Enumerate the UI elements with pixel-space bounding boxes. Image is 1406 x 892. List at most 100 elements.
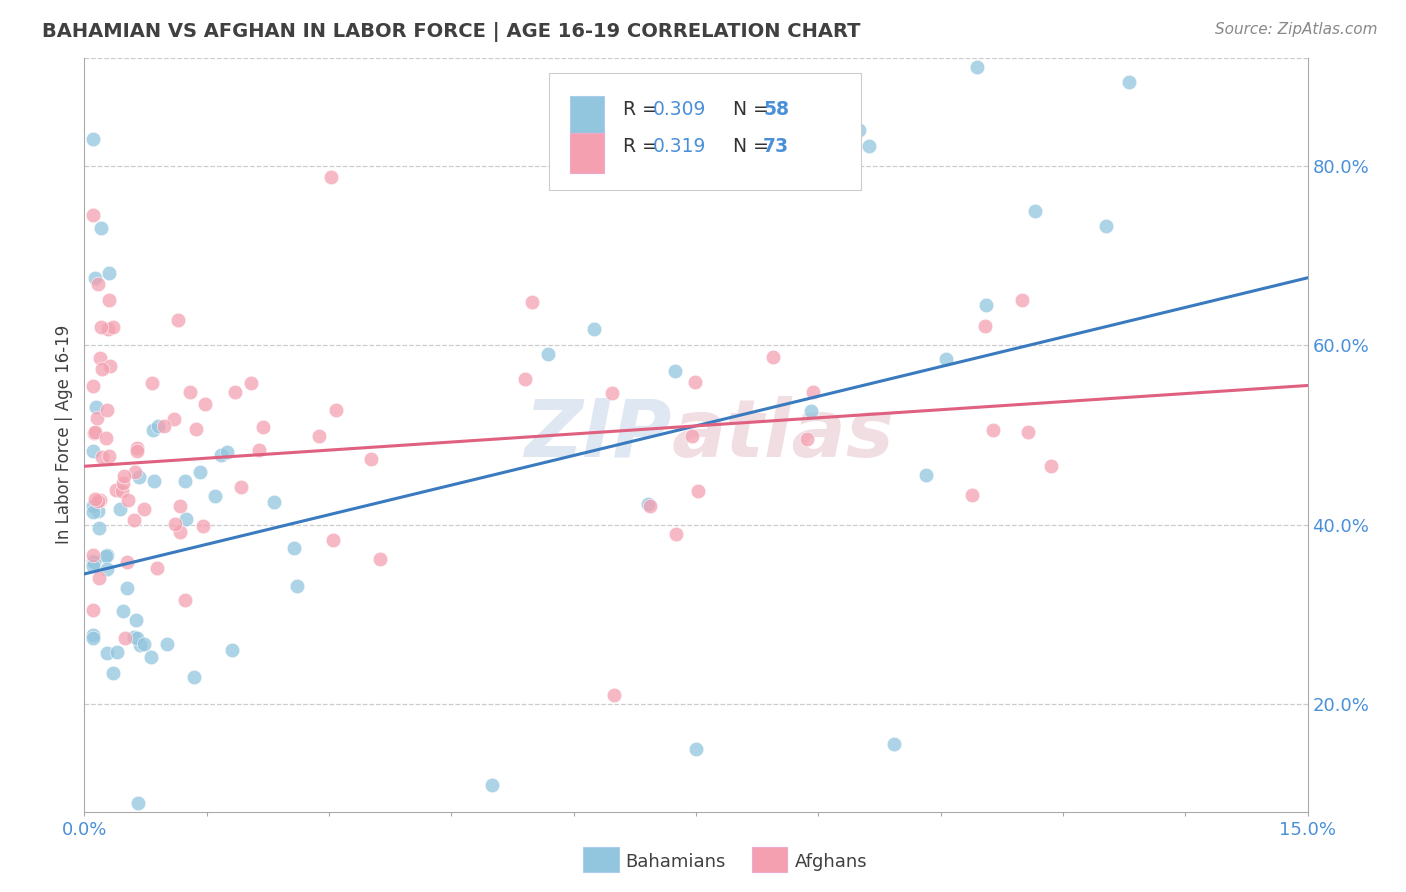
Point xyxy=(285,579,308,593)
Point xyxy=(974,298,997,312)
Point xyxy=(325,402,347,417)
Text: 58: 58 xyxy=(763,100,789,119)
Point xyxy=(582,322,605,336)
Point xyxy=(184,422,207,436)
Point xyxy=(82,627,104,641)
Y-axis label: In Labor Force | Age 16-19: In Labor Force | Age 16-19 xyxy=(55,326,73,544)
Point xyxy=(94,431,117,445)
Point xyxy=(82,505,104,519)
Point xyxy=(183,670,205,684)
Point xyxy=(915,468,938,483)
Point xyxy=(283,541,305,555)
Point xyxy=(83,491,105,506)
Point xyxy=(174,593,197,607)
Point xyxy=(169,524,191,539)
Point xyxy=(801,385,824,400)
Point xyxy=(124,513,146,527)
Point xyxy=(82,603,104,617)
Point xyxy=(82,549,104,563)
Point xyxy=(142,423,165,437)
Point xyxy=(96,562,118,576)
Point xyxy=(82,559,104,574)
Point xyxy=(221,643,243,657)
Point xyxy=(966,60,988,74)
Point xyxy=(321,170,343,185)
Point xyxy=(522,295,544,310)
Point xyxy=(664,363,686,377)
Point xyxy=(762,351,785,365)
Point xyxy=(163,411,186,425)
Point xyxy=(97,266,120,280)
Text: 0.319: 0.319 xyxy=(654,137,707,156)
Point xyxy=(83,556,105,570)
Point xyxy=(146,419,169,434)
Point xyxy=(152,418,174,433)
FancyBboxPatch shape xyxy=(569,95,605,135)
Point xyxy=(638,499,661,513)
Text: Afghans: Afghans xyxy=(794,853,868,871)
Text: Source: ZipAtlas.com: Source: ZipAtlas.com xyxy=(1215,22,1378,37)
Point xyxy=(104,483,127,498)
FancyBboxPatch shape xyxy=(550,73,860,190)
FancyBboxPatch shape xyxy=(569,133,605,172)
Point xyxy=(600,385,623,400)
Text: BAHAMIAN VS AFGHAN IN LABOR FORCE | AGE 16-19 CORRELATION CHART: BAHAMIAN VS AFGHAN IN LABOR FORCE | AGE … xyxy=(42,22,860,42)
Text: ZIP: ZIP xyxy=(524,396,672,474)
Point xyxy=(637,497,659,511)
Point xyxy=(90,320,112,334)
Point xyxy=(87,503,110,517)
Point xyxy=(981,423,1004,437)
Point xyxy=(89,492,111,507)
Point xyxy=(360,452,382,467)
Point xyxy=(883,737,905,751)
Point xyxy=(90,221,112,235)
Point xyxy=(247,442,270,457)
Text: atlas: atlas xyxy=(672,396,894,474)
Point xyxy=(117,492,139,507)
Text: N =: N = xyxy=(733,100,769,119)
Point xyxy=(1017,425,1039,439)
Point xyxy=(125,613,148,627)
Point xyxy=(686,484,709,499)
Point xyxy=(685,742,707,756)
Point xyxy=(114,631,136,645)
Text: R =: R = xyxy=(623,137,658,156)
Point xyxy=(143,475,166,489)
Point xyxy=(124,465,146,479)
Point xyxy=(82,444,104,458)
Point xyxy=(179,385,201,400)
Point xyxy=(1095,219,1118,233)
Point xyxy=(190,465,212,479)
Point xyxy=(82,631,104,645)
Point xyxy=(105,645,128,659)
Point xyxy=(217,445,239,459)
Point xyxy=(229,480,252,494)
Text: Bahamians: Bahamians xyxy=(626,853,725,871)
Point xyxy=(167,312,190,326)
Point xyxy=(848,122,870,136)
Point xyxy=(83,425,105,440)
Point xyxy=(204,489,226,503)
Point xyxy=(1040,458,1063,473)
Point xyxy=(139,649,162,664)
Point xyxy=(82,554,104,568)
Text: 73: 73 xyxy=(763,137,789,156)
Point xyxy=(156,637,179,651)
Point xyxy=(194,397,217,411)
Point xyxy=(86,411,108,425)
Point xyxy=(108,502,131,516)
Point xyxy=(665,527,688,541)
Point xyxy=(82,379,104,393)
Point xyxy=(89,571,111,585)
Point xyxy=(129,638,152,652)
Point xyxy=(603,688,626,702)
Point xyxy=(174,474,197,488)
Point xyxy=(91,450,114,464)
Point xyxy=(94,549,117,563)
Point xyxy=(240,376,263,391)
Point xyxy=(112,476,135,491)
Point xyxy=(122,630,145,644)
Point xyxy=(82,208,104,222)
Point xyxy=(1118,75,1140,89)
Point xyxy=(87,521,110,535)
